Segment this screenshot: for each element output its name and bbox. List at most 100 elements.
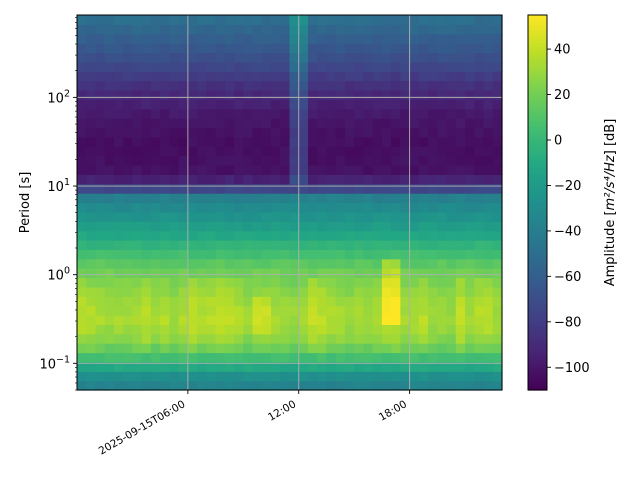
colorbar-segment bbox=[528, 383, 547, 388]
heatmap-cell bbox=[104, 155, 115, 166]
y-tick-label: 102 bbox=[47, 88, 70, 106]
heatmap-cell bbox=[326, 371, 337, 382]
heatmap-cell bbox=[104, 315, 115, 325]
heatmap-cell bbox=[372, 33, 383, 44]
heatmap-cell bbox=[418, 127, 429, 138]
heatmap-cell bbox=[418, 296, 429, 307]
colorbar-segment bbox=[528, 208, 547, 213]
heatmap-cell bbox=[150, 333, 161, 344]
heatmap-cell bbox=[483, 211, 494, 222]
heatmap-cell bbox=[187, 127, 198, 138]
heatmap-cell bbox=[492, 108, 503, 119]
heatmap-cell bbox=[206, 277, 217, 288]
y-tick-label: 10−1 bbox=[39, 354, 70, 372]
heatmap-cell bbox=[317, 80, 328, 91]
heatmap-cell bbox=[492, 268, 503, 279]
heatmap-cell bbox=[86, 165, 97, 175]
heatmap-cell bbox=[381, 296, 392, 307]
heatmap-cell bbox=[372, 71, 383, 82]
heatmap-cell bbox=[465, 324, 475, 335]
heatmap-cell bbox=[86, 202, 97, 213]
heatmap-cell bbox=[206, 24, 217, 35]
heatmap-cell bbox=[400, 174, 411, 185]
colorbar-segment bbox=[528, 255, 547, 260]
plot-grid bbox=[77, 15, 502, 390]
heatmap-cell bbox=[289, 52, 300, 63]
heatmap-cell bbox=[234, 371, 244, 382]
heatmap-cell bbox=[178, 71, 189, 82]
heatmap-cell bbox=[252, 268, 263, 279]
heatmap-cell bbox=[289, 15, 300, 25]
heatmap-cell bbox=[335, 268, 346, 279]
heatmap-cell bbox=[391, 155, 401, 166]
heatmap-cell bbox=[381, 118, 392, 129]
heatmap-cell bbox=[215, 61, 226, 72]
heatmap-cell bbox=[280, 108, 291, 119]
heatmap-cell bbox=[474, 371, 485, 382]
heatmap-cell bbox=[234, 155, 244, 166]
heatmap-cell bbox=[280, 202, 291, 213]
heatmap-cell bbox=[77, 183, 87, 194]
heatmap-cell bbox=[289, 305, 300, 316]
heatmap-cell bbox=[428, 155, 438, 166]
heatmap-cell bbox=[335, 305, 346, 316]
heatmap-cell bbox=[474, 193, 485, 204]
heatmap-cell bbox=[437, 221, 448, 232]
heatmap-cell bbox=[104, 15, 115, 25]
heatmap-cell bbox=[271, 71, 281, 82]
heatmap-cell bbox=[400, 71, 411, 82]
heatmap-cell bbox=[132, 343, 143, 354]
heatmap-cell bbox=[354, 52, 365, 63]
heatmap-cell bbox=[391, 52, 401, 63]
heatmap-cell bbox=[261, 155, 272, 166]
heatmap-cell bbox=[206, 15, 217, 25]
heatmap-cell bbox=[465, 80, 475, 91]
heatmap-cell bbox=[289, 371, 300, 382]
heatmap-cell bbox=[104, 333, 115, 344]
heatmap-cell bbox=[224, 80, 235, 91]
heatmap-cell bbox=[492, 286, 503, 297]
heatmap-cell bbox=[354, 118, 365, 129]
heatmap-cell bbox=[446, 90, 457, 100]
heatmap-cell bbox=[446, 380, 457, 391]
heatmap-cell bbox=[344, 315, 355, 325]
heatmap-cell bbox=[141, 165, 152, 175]
heatmap-cell bbox=[307, 80, 318, 91]
heatmap-cell bbox=[418, 324, 429, 335]
heatmap-cell bbox=[372, 352, 383, 363]
heatmap-cell bbox=[271, 258, 281, 269]
heatmap-cell bbox=[317, 174, 328, 185]
heatmap-cell bbox=[418, 371, 429, 382]
heatmap-cell bbox=[307, 371, 318, 382]
heatmap-cell bbox=[243, 324, 254, 335]
heatmap-cell bbox=[483, 202, 494, 213]
colorbar-segment bbox=[528, 352, 547, 357]
heatmap-cell bbox=[326, 61, 337, 72]
heatmap-cell bbox=[141, 277, 152, 288]
heatmap-cell bbox=[400, 24, 411, 35]
heatmap-cell bbox=[437, 343, 448, 354]
heatmap-cell bbox=[150, 80, 161, 91]
heatmap-cell bbox=[400, 99, 411, 110]
heatmap-cell bbox=[150, 240, 161, 250]
heatmap-cell bbox=[280, 240, 291, 250]
heatmap-cell bbox=[298, 315, 309, 325]
heatmap-cell bbox=[104, 43, 115, 54]
heatmap-cell bbox=[409, 80, 420, 91]
heatmap-cell bbox=[492, 52, 503, 63]
heatmap-cell bbox=[197, 71, 207, 82]
heatmap-cell bbox=[455, 99, 466, 110]
heatmap-cell bbox=[344, 324, 355, 335]
heatmap-cell bbox=[234, 315, 244, 325]
heatmap-cell bbox=[113, 221, 124, 232]
heatmap-cell bbox=[95, 15, 106, 25]
colorbar-segment bbox=[528, 143, 547, 147]
heatmap-cell bbox=[474, 286, 485, 297]
heatmap-cell bbox=[234, 146, 244, 157]
colorbar-segment bbox=[528, 324, 547, 329]
heatmap-cell bbox=[104, 380, 115, 391]
heatmap-cell bbox=[289, 80, 300, 91]
heatmap-cell bbox=[178, 352, 189, 363]
heatmap-cell bbox=[261, 371, 272, 382]
heatmap-cell bbox=[381, 221, 392, 232]
